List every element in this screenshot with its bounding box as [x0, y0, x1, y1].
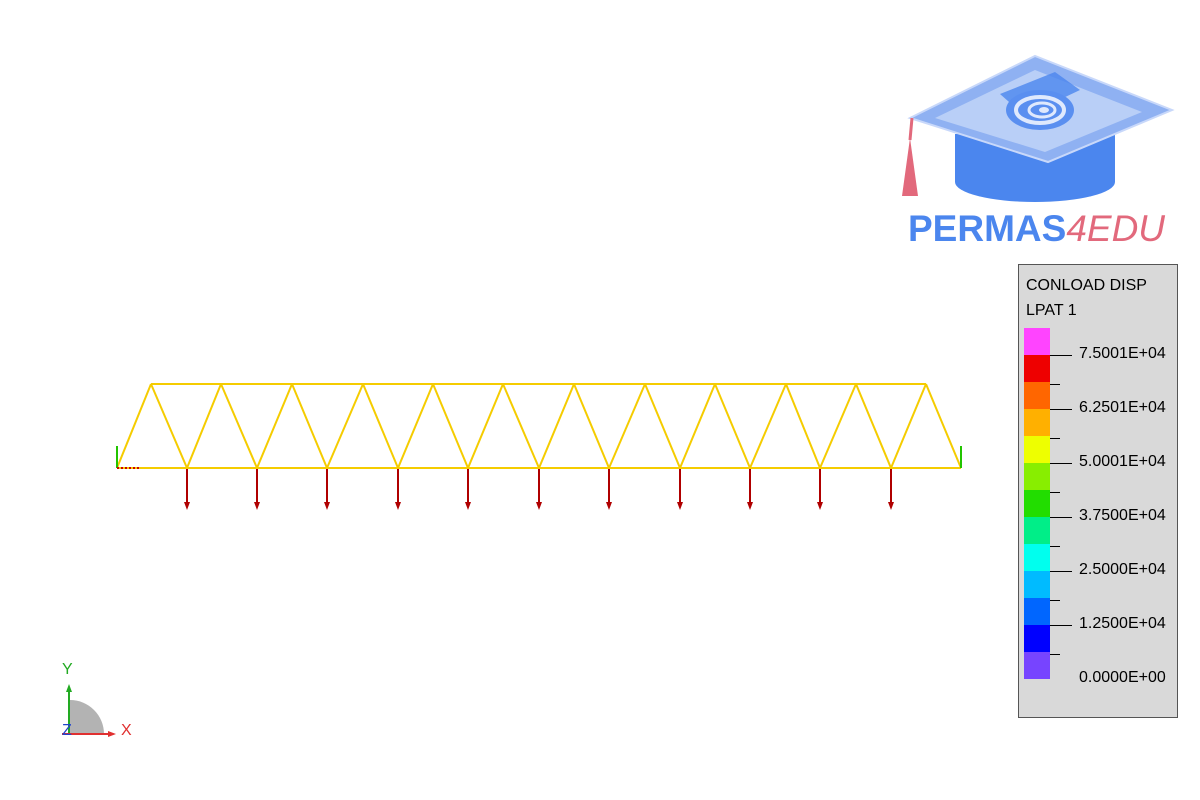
- truss-diagonal: [608, 383, 646, 469]
- legend-tick: [1050, 571, 1072, 572]
- legend-value-label: 0.0000E+00: [1079, 669, 1166, 686]
- truss-diagonal: [362, 383, 399, 469]
- legend-swatch: [1024, 490, 1050, 517]
- legend-swatch: [1024, 382, 1050, 409]
- legend-tick: [1050, 517, 1072, 518]
- legend-swatch: [1024, 544, 1050, 571]
- y-axis-label: Y: [62, 661, 73, 678]
- legend-value-label: 2.5000E+04: [1079, 561, 1166, 578]
- truss-diagonal: [220, 383, 258, 469]
- legend-tick: [1050, 384, 1060, 385]
- legend-swatch: [1024, 598, 1050, 625]
- truss-diagonal: [467, 383, 504, 469]
- axis-triad: Y X Z: [62, 661, 132, 739]
- truss-diagonal: [785, 383, 821, 469]
- load-arrowhead: [747, 502, 753, 510]
- legend-value-label: 6.2501E+04: [1079, 399, 1166, 416]
- legend-tick: [1050, 492, 1060, 493]
- legend-tick: [1050, 546, 1060, 547]
- legend-title: CONLOAD DISP: [1026, 277, 1147, 294]
- legend-tick: [1050, 438, 1060, 439]
- legend-tick: [1050, 600, 1060, 601]
- legend-value-label: 3.7500E+04: [1079, 507, 1166, 524]
- truss-diagonal: [397, 383, 434, 469]
- load-arrowhead: [254, 502, 260, 510]
- truss-diagonal: [855, 383, 892, 469]
- load-arrowhead: [677, 502, 683, 510]
- truss-diagonal: [925, 383, 962, 469]
- legend-value-label: 7.5001E+04: [1079, 345, 1166, 362]
- legend-subtitle: LPAT 1: [1026, 302, 1077, 319]
- truss-diagonal: [538, 383, 575, 469]
- load-arrowhead: [324, 502, 330, 510]
- truss-diagonal: [150, 383, 188, 469]
- load-arrowhead: [536, 502, 542, 510]
- legend-swatch: [1024, 409, 1050, 436]
- load-arrowhead: [395, 502, 401, 510]
- legend-swatch: [1024, 436, 1050, 463]
- truss-diagonal: [573, 383, 610, 469]
- load-arrowhead: [888, 502, 894, 510]
- legend-value-label: 5.0001E+04: [1079, 453, 1166, 470]
- concentrated-loads: [184, 469, 894, 510]
- truss-diagonal: [186, 383, 222, 469]
- load-arrowhead: [184, 502, 190, 510]
- truss-diagonal: [291, 383, 328, 469]
- truss-structure: [116, 383, 962, 469]
- brand-wordmark: PERMAS4EDU: [908, 208, 1165, 250]
- legend-swatch: [1024, 517, 1050, 544]
- load-arrowhead: [465, 502, 471, 510]
- legend-tick: [1050, 654, 1060, 655]
- legend-swatch: [1024, 625, 1050, 652]
- brand-name-accent: 4EDU: [1066, 208, 1166, 249]
- legend-tick: [1050, 409, 1072, 410]
- z-axis-label: Z: [62, 722, 72, 739]
- load-arrowhead: [817, 502, 823, 510]
- legend-swatch: [1024, 652, 1050, 679]
- truss-diagonal: [116, 383, 152, 469]
- legend-swatch: [1024, 463, 1050, 490]
- supports: [116, 446, 962, 469]
- truss-diagonal: [890, 383, 927, 469]
- legend-swatch: [1024, 571, 1050, 598]
- legend-tick: [1050, 625, 1072, 626]
- legend-swatch: [1024, 355, 1050, 382]
- truss-diagonal: [679, 383, 716, 469]
- legend-swatch: [1024, 328, 1050, 355]
- permas4edu-logo: [902, 54, 1175, 202]
- truss-diagonal: [502, 383, 540, 469]
- y-axis-arrowhead: [66, 684, 72, 692]
- truss-diagonal: [644, 383, 681, 469]
- truss-diagonal: [432, 383, 469, 469]
- legend-tick: [1050, 355, 1072, 356]
- legend-tick: [1050, 463, 1072, 464]
- truss-diagonal: [714, 383, 751, 469]
- load-arrowhead: [606, 502, 612, 510]
- axis-triad-quadrant: [70, 700, 104, 734]
- legend-value-label: 1.2500E+04: [1079, 615, 1166, 632]
- x-axis-arrowhead: [108, 731, 116, 737]
- truss-diagonal: [749, 383, 787, 469]
- truss-diagonal: [326, 383, 364, 469]
- truss-diagonal: [256, 383, 293, 469]
- truss-diagonal: [819, 383, 857, 469]
- x-axis-label: X: [121, 722, 132, 739]
- color-legend[interactable]: CONLOAD DISP LPAT 1 7.5001E+04 6.2501E+04…: [1018, 264, 1178, 718]
- brand-name-main: PERMAS: [908, 208, 1067, 249]
